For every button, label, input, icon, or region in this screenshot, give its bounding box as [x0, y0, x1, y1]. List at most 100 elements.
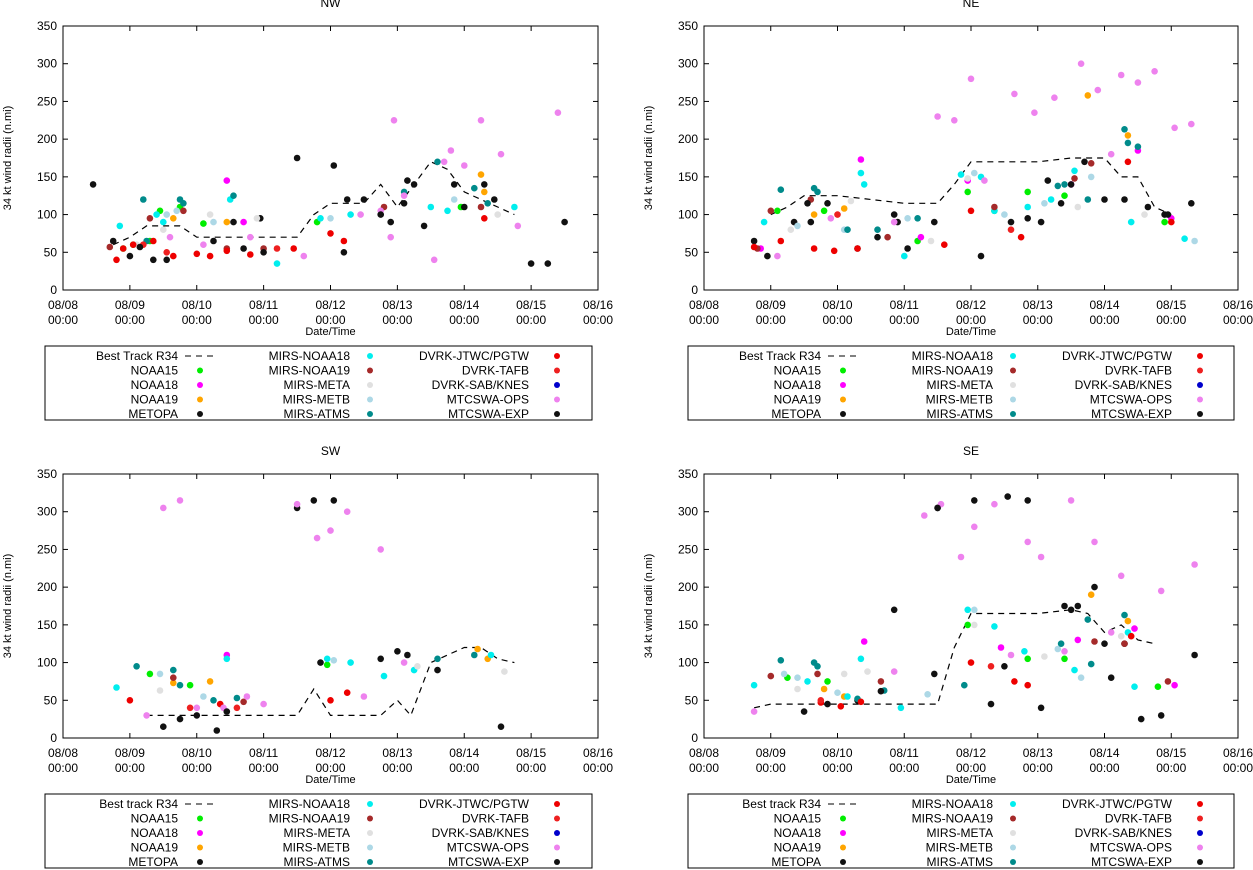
data-point — [327, 527, 334, 534]
legend-label: MIRS-NOAA18 — [912, 797, 994, 811]
data-point — [176, 715, 184, 723]
chart-panel-nw: NW05010015020025030035008/0800:0008/0900… — [2, 0, 613, 421]
data-point — [914, 215, 921, 222]
legend-marker — [554, 382, 560, 388]
data-point — [230, 218, 237, 226]
data-point — [977, 252, 985, 260]
series-mirs-noaa18 — [760, 167, 1188, 260]
legend-marker — [1010, 844, 1016, 851]
best-track-line — [112, 161, 515, 246]
data-point — [317, 215, 324, 222]
legend-marker — [367, 411, 373, 417]
data-point — [173, 207, 180, 215]
y-tick-label: 0 — [691, 731, 698, 745]
x-tick-date: 08/08 — [48, 298, 78, 312]
data-point — [273, 260, 281, 267]
y-tick-label: 300 — [678, 505, 698, 519]
x-tick-date: 08/11 — [890, 746, 919, 760]
data-point — [794, 222, 801, 230]
y-tick-label: 150 — [37, 170, 57, 184]
data-point — [897, 704, 905, 712]
x-tick-time: 00:00 — [516, 313, 546, 327]
data-point — [170, 252, 177, 260]
y-tick-label: 250 — [37, 94, 57, 108]
legend-marker — [840, 815, 846, 822]
data-point — [180, 200, 187, 207]
data-point — [1117, 572, 1125, 580]
data-point — [1121, 126, 1128, 133]
data-point — [360, 693, 368, 700]
data-point — [931, 670, 938, 678]
chart-panel-ne: NE05010015020025030035008/0800:0008/0900… — [643, 0, 1253, 421]
data-point — [273, 245, 281, 252]
legend-label: MTCSWA-OPS — [447, 841, 529, 855]
legend-label: MIRS-ATMS — [927, 407, 993, 421]
y-tick-label: 0 — [50, 283, 57, 297]
legend-marker — [1197, 801, 1203, 807]
data-point — [153, 211, 160, 218]
x-tick-date: 08/14 — [449, 298, 479, 312]
data-point — [1091, 638, 1098, 645]
data-point — [109, 237, 117, 245]
legend-label-best-track: Best track R34 — [99, 797, 178, 811]
series-mirs-metb — [163, 196, 458, 226]
data-point — [1061, 655, 1068, 663]
y-axis-label: 34 kt wind radii (n.mi) — [643, 106, 655, 211]
x-tick-date: 08/15 — [1156, 746, 1186, 760]
data-point — [377, 211, 385, 218]
data-point — [854, 245, 861, 252]
y-axis-label: 34 kt wind radii (n.mi) — [643, 554, 655, 659]
data-point — [971, 169, 978, 177]
x-tick-time: 00:00 — [1223, 313, 1253, 327]
data-point — [814, 663, 821, 670]
legend-marker — [554, 859, 560, 865]
data-point — [1127, 218, 1135, 226]
legend-label: DVRK-SAB/KNES — [1075, 826, 1172, 840]
x-tick-time: 00:00 — [822, 761, 852, 775]
series-mirs-atms — [777, 611, 1128, 703]
legend-label: NOAA15 — [131, 364, 179, 378]
data-point — [150, 256, 157, 264]
legend-marker — [197, 382, 203, 388]
x-tick-time: 00:00 — [315, 761, 345, 775]
data-point — [200, 220, 207, 227]
data-point — [1124, 132, 1132, 139]
data-point — [964, 188, 971, 196]
x-tick-date: 08/13 — [1023, 746, 1053, 760]
data-point — [347, 659, 354, 666]
x-tick-time: 00:00 — [48, 313, 78, 327]
data-point — [113, 256, 120, 264]
data-point — [166, 233, 174, 241]
legend-label: MTCSWA-OPS — [447, 393, 529, 407]
data-point — [1191, 237, 1198, 245]
series-mirs-noaa19 — [170, 674, 247, 706]
legend-marker — [197, 815, 203, 822]
legend-label: DVRK-SAB/KNES — [1075, 378, 1172, 392]
series-mirs-noaa19 — [754, 160, 1095, 252]
data-point — [820, 685, 828, 693]
legend-marker — [554, 801, 560, 807]
data-point — [874, 233, 881, 241]
legend-label: DVRK-TAFB — [462, 364, 529, 378]
data-point — [1001, 211, 1008, 218]
legend-marker — [367, 382, 373, 388]
data-point — [1191, 561, 1198, 568]
data-point — [807, 218, 815, 226]
series-noaa18 — [223, 177, 247, 226]
data-point — [1011, 678, 1018, 685]
legend-label: NOAA18 — [131, 378, 179, 392]
legend-marker — [1010, 815, 1016, 822]
data-point — [780, 670, 788, 678]
data-point — [1084, 92, 1092, 99]
series-noaa15 — [119, 203, 465, 252]
x-tick-time: 00:00 — [1023, 761, 1053, 775]
legend-marker — [1197, 859, 1203, 865]
data-point — [170, 215, 177, 222]
y-tick-label: 350 — [37, 19, 57, 33]
data-point — [917, 233, 925, 241]
legend-marker — [197, 830, 203, 836]
data-point — [330, 497, 338, 504]
data-point — [1057, 640, 1065, 647]
legend-label: MIRS-NOAA18 — [269, 349, 351, 363]
series-metopa — [89, 162, 568, 267]
